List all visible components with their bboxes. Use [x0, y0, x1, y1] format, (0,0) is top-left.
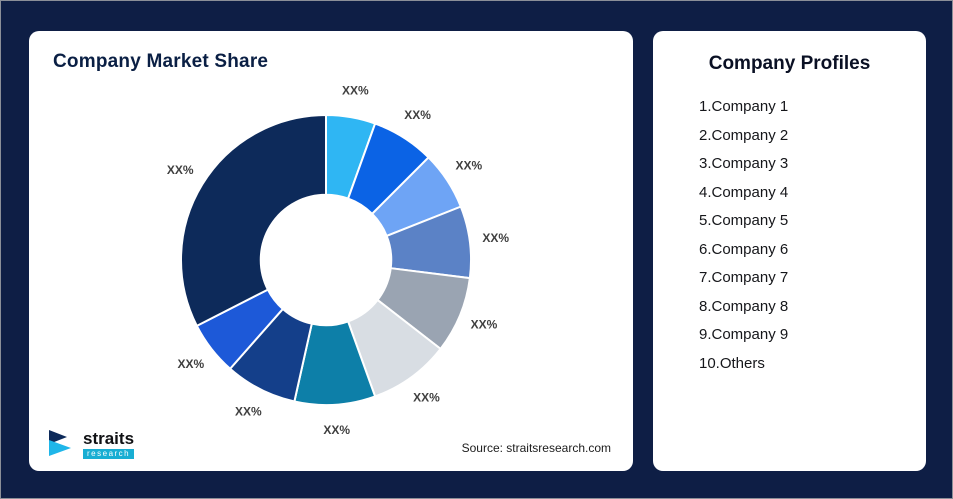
- list-item: 3.Company 3: [699, 155, 789, 172]
- logo-text: straits research: [83, 428, 135, 459]
- slice-label: XX%: [471, 318, 498, 332]
- slice-label: XX%: [235, 405, 262, 419]
- slice-label: XX%: [413, 390, 440, 404]
- list-item: 9.Company 9: [699, 326, 789, 343]
- profiles-title: Company Profiles: [708, 53, 871, 74]
- company-list: 1.Company 1 2.Company 2 3.Company 3 4.Co…: [653, 93, 926, 378]
- list-item: 10.Others: [699, 354, 765, 372]
- list-item: 4.Company 4: [699, 183, 789, 201]
- slice-label: XX%: [323, 423, 350, 437]
- list-item: 2.Company 2: [699, 126, 789, 144]
- slice-label: XX%: [342, 84, 369, 98]
- list-item: 1.Company 1: [699, 98, 789, 115]
- slice-label: XX%: [167, 163, 194, 177]
- list-item: 6.Company 6: [699, 240, 789, 258]
- slice-label: XX%: [178, 357, 205, 371]
- straits-logo: straits research: [47, 428, 135, 459]
- logo-brand: straits: [83, 428, 135, 448]
- straits-logo-icon: [49, 430, 71, 456]
- logo-sub-brand: research: [83, 448, 135, 459]
- market-share-card: Company Market Share XX% XX% XX% XX% XX% XX% X…: [29, 31, 633, 471]
- list-item: 8.Company 8: [699, 297, 789, 315]
- slice-label: XX%: [404, 108, 431, 122]
- donut-slice: [179, 114, 327, 327]
- chart-title: Company Market Share: [53, 51, 269, 72]
- source-text: Source: straitsresearch.com: [461, 441, 611, 455]
- company-profiles-card: Company Profiles 1.Company 1 2.Company 2…: [653, 31, 926, 471]
- slice-label: XX%: [482, 231, 509, 245]
- donut-chart: XX% XX% XX% XX% XX% XX% XX% XX% XX% XX%: [167, 84, 510, 437]
- slice-label: XX%: [456, 158, 483, 172]
- list-item: 7.Company 7: [699, 269, 789, 286]
- list-item: 5.Company 5: [699, 212, 789, 229]
